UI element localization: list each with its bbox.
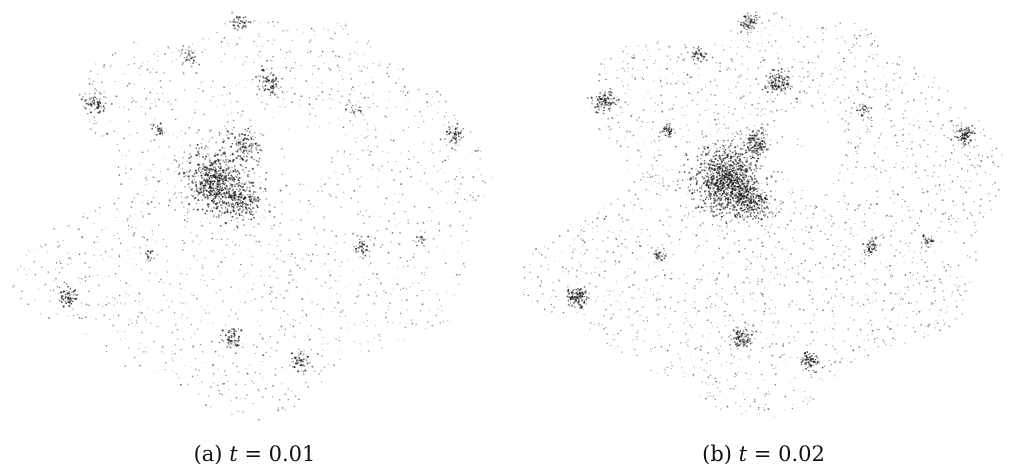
point-density-map-a [12, 11, 493, 421]
point-scatter [522, 11, 1003, 417]
caption-relation: = [244, 442, 262, 466]
caption-tag: (b) [702, 442, 732, 466]
panel-a: (a) t = 0.01 [0, 11, 509, 468]
caption-variable: t [738, 442, 748, 466]
panel-b: (b) t = 0.02 [509, 0, 1018, 473]
caption-relation: = [753, 442, 772, 466]
caption-b: (b) t = 0.02 [509, 440, 1018, 468]
caption-variable: t [229, 442, 238, 466]
point-scatter [12, 11, 493, 421]
caption-a: (a) t = 0.01 [0, 440, 509, 468]
caption-value: 0.01 [268, 442, 316, 466]
caption-value: 0.02 [778, 442, 825, 466]
caption-tag: (a) [193, 442, 223, 466]
point-density-map-b [522, 11, 1003, 417]
